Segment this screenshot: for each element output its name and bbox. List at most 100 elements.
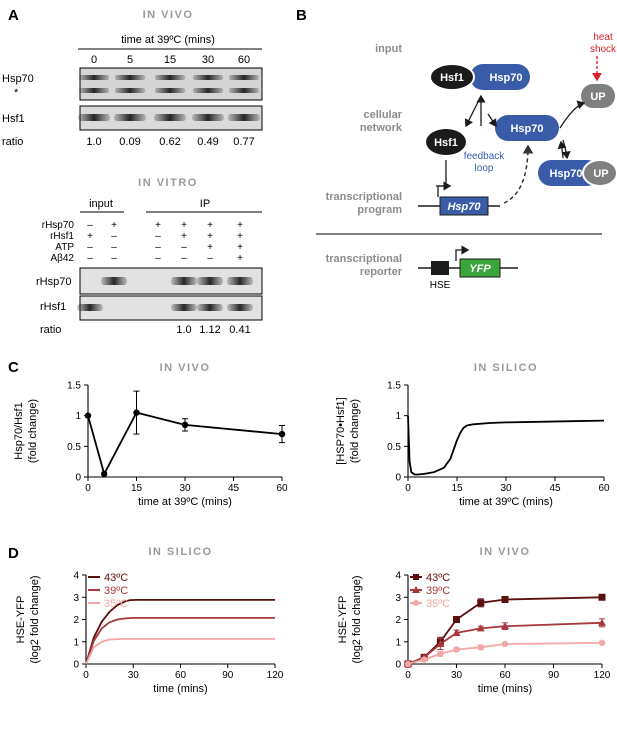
data-point [278,430,286,438]
data-point [476,624,485,632]
hsf1-binding-line [436,160,447,187]
shock-label: shock [590,44,617,55]
y-axis-label: Hsp70/Hsf1 (fold change) [13,399,39,463]
y-tick-label: 0 [395,473,401,484]
y-tick-label: 1.5 [67,381,81,392]
condition-table: rHsp70– + + + + +rHsf1 + – – + + +ATP – – – – + +Aβ42– – – –… [42,220,243,264]
y-tick-label: 2 [73,615,79,626]
data-point [453,646,460,653]
chart-title: IN SILICO [474,362,538,374]
y-tick-label: 0.5 [67,442,81,453]
y-tick-label: 1 [75,411,81,422]
band-hsf1 [114,114,146,121]
series-line [85,617,275,665]
condition-mark: + [237,242,243,253]
ratio-value-invivo: 0.77 [233,136,254,148]
data-point [501,595,509,603]
hsf1-pill-top [429,63,475,91]
y-axis-label: [HSP70•Hsf1] (fold change) [335,397,361,464]
condition-mark: + [111,220,117,231]
data-point [598,593,606,601]
condition-mark: – [181,242,187,253]
condition-label: rHsf1 [50,231,74,242]
row-label-hsp70: Hsp70 [2,73,34,85]
ratio-label-invitro: ratio [40,324,61,336]
chart-title: IN VIVO [480,546,531,558]
complex-hsf1-hsp70: Hsf1 Hsp70 [429,63,530,91]
condition-mark: + [237,253,243,264]
panel-label-b: B [296,7,307,24]
hsp70-pill-center [495,115,559,141]
x-axis-label: time at 39ºC (mins) [459,496,553,508]
hsf1-label-left: Hsf1 [434,137,458,149]
condition-mark: – [87,220,93,231]
feedback-label: feedback [464,151,506,162]
condition-mark: + [237,231,243,242]
ratio-value-invivo: 0.09 [119,136,140,148]
y-tick-label: 3 [395,593,401,604]
y-tick-label: 1 [73,637,79,648]
legend-label: 39ºC [104,585,128,597]
condition-mark: – [181,253,187,264]
condition-label: ATP [55,242,74,253]
band-rhsp70 [227,277,253,285]
series-line [85,599,275,665]
condition-mark: – [207,253,213,264]
x-axis-label: time (mins) [478,683,532,695]
data-point [477,599,485,607]
condition-mark: – [87,253,93,264]
y-axis-label: HSE-YFP (log2 fold change) [15,575,41,663]
row-label-network: network [360,122,403,134]
time-header: time at 39ºC (mins) [121,34,215,46]
panel-a-invivo-title: IN VIVO [143,9,194,21]
data-point [452,628,461,636]
x-tick-label: 30 [128,670,140,681]
condition-mark: + [207,242,213,253]
data-point [420,656,428,663]
x-tick-label: 45 [228,483,240,494]
x-tick-label: 0 [405,483,411,494]
condition-label: Aβ42 [50,253,74,264]
loop-label: loop [475,163,494,174]
bands-rhsp70 [101,277,253,285]
legend-marker [413,574,419,580]
hsp70-label-center: Hsp70 [510,123,543,135]
y-tick-label: 0.5 [387,442,401,453]
bands-hsp70 [79,75,259,93]
panel-label-a: A [8,7,19,24]
x-tick-label: 30 [500,483,512,494]
y-tick-label: 1 [395,411,401,422]
panel-a-invitro-title: IN VITRO [138,177,198,189]
time-point-label: 60 [238,54,250,66]
legend-label: 43ºC [426,572,450,584]
hsp70-label-complex: Hsp70 [549,168,582,180]
band-rhsf1 [197,304,223,311]
condition-mark: – [111,242,117,253]
time-point-label: 30 [202,54,214,66]
band-star [193,88,223,93]
condition-mark: – [155,253,161,264]
data-point [181,421,189,429]
x-tick-label: 60 [499,670,511,681]
x-tick-label: 15 [451,483,463,494]
heat-label: heat [593,32,613,43]
condition-mark: – [155,231,161,242]
band-rhsf1 [77,304,103,311]
gene-label-hsp70: Hsp70 [447,201,481,213]
data-point [133,409,140,416]
condition-mark: – [87,242,93,253]
input-label: input [89,198,113,210]
condition-mark: + [237,220,243,231]
row-label-cellular: cellular [363,109,402,121]
chart-title: IN VIVO [160,362,211,374]
y-axis-label-line2: (log2 fold change) [29,575,41,663]
feedback-arrow [503,144,534,204]
y-axis-label: HSE-YFP (log2 fold change) [337,575,363,663]
row-label-transcriptional: transcriptional [326,191,402,203]
series-line [85,638,275,665]
row-label-transcriptional-reporter: transcriptional [326,253,402,265]
ratio-value-invivo: 0.49 [197,136,218,148]
y-axis-label-line2: (log2 fold change) [351,575,363,663]
tss-arrow-hsp70 [437,181,452,197]
chart-c-insilico: IN SILICO 0 15 30 45 60 0 0.5 1 1.5 time at 39ºC (… [335,362,610,508]
